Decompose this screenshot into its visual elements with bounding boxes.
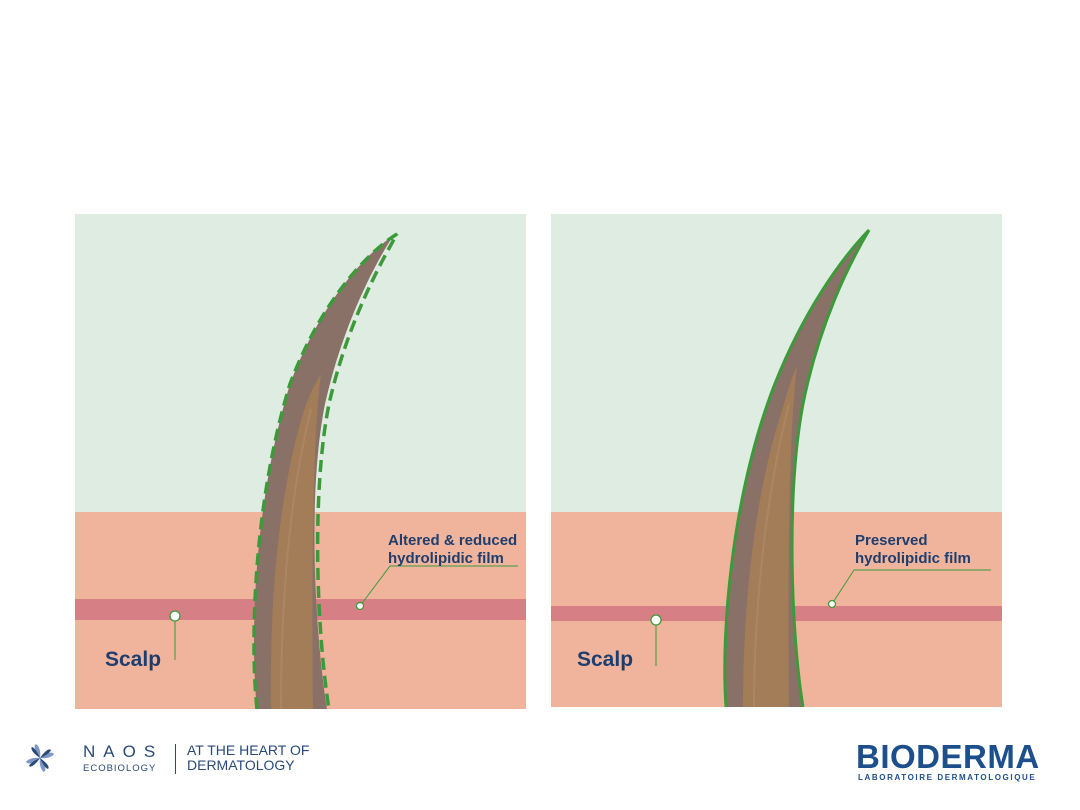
scalp-pointer-dot	[169, 610, 181, 622]
film-pointer-line	[831, 569, 991, 605]
scalp-label: Scalp	[105, 648, 162, 671]
naos-name: NAOS	[83, 742, 164, 761]
preserved-film-outline	[723, 228, 871, 707]
naos-flower-icon	[26, 744, 54, 772]
film-label: Preserved hydrolipidic film	[855, 532, 971, 567]
film-pointer-dot	[355, 601, 365, 611]
film-label: Altered & reduced hydrolipidic film	[388, 532, 518, 567]
film-pointer-dot	[827, 599, 837, 609]
naos-divider	[175, 744, 176, 774]
naos-tagline: AT THE HEART OF DERMATOLOGY	[187, 742, 310, 773]
scalp-label: Scalp	[577, 648, 634, 671]
naos-logo: NAOS ECOBIOLOGY AT THE HEART OF DERMATOL…	[25, 742, 325, 782]
right-panel-preserved-film: Preserved hydrolipidic film Scalp	[551, 214, 1002, 707]
bioderma-subtitle: LABORATOIRE DERMATOLOGIQUE	[858, 773, 1037, 782]
naos-subtitle: ECOBIOLOGY	[83, 763, 157, 774]
right-illustration	[551, 214, 1002, 707]
film-pointer-line	[359, 565, 518, 607]
left-panel-altered-film: Altered & reduced hydrolipidic film Scal…	[75, 214, 526, 709]
scalp-pointer-dot	[650, 614, 662, 626]
hair-highlight-line	[753, 403, 790, 707]
bioderma-name: BIODERMA	[856, 738, 1040, 775]
left-illustration	[75, 214, 526, 709]
hair-highlight-line	[280, 408, 312, 709]
altered-film-outline	[252, 232, 399, 709]
bioderma-logo: BIODERMA LABORATOIRE DERMATOLOGIQUE	[850, 738, 1060, 788]
